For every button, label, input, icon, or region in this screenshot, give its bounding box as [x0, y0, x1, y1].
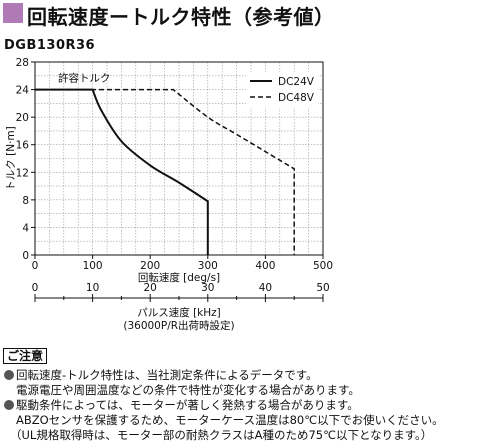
x2-tick-label: 40 [259, 282, 272, 294]
x2-tick-label: 10 [86, 282, 99, 294]
page-title: 回転速度ートルク特性（参考値） [27, 5, 335, 29]
notes-section: ご注意 回転速度-トルク特性は、当社測定条件によるデータです。 電源電圧や周囲温… [0, 346, 496, 446]
x2-tick-label: 30 [201, 282, 214, 294]
y-tick-label: 24 [16, 85, 30, 97]
x2-axis-sublabel: (36000P/R出荷時設定) [123, 319, 234, 332]
x2-tick-label: 20 [144, 282, 157, 294]
x2-tick-label: 50 [316, 282, 329, 294]
y-tick-label: 4 [22, 222, 29, 234]
note-line: 駆動条件によっては、モーターが著しく発熱する場合があります。 [4, 398, 359, 413]
x-tick-label: 0 [32, 260, 39, 272]
note-line: ABZOセンサを保護するため、モーターケース温度は80℃以下でお使いください。 [16, 413, 444, 427]
x-tick-label: 300 [198, 260, 218, 272]
y-tick-label: 8 [22, 195, 29, 207]
x-tick-label: 100 [83, 260, 103, 272]
legend-box [246, 72, 318, 108]
y-tick-label: 20 [16, 112, 29, 124]
legend-label-dc24v: DC24V [278, 76, 315, 88]
note-line: 回転速度-トルク特性は、当社測定条件によるデータです。 [4, 368, 318, 383]
legend-label-dc48v: DC48V [278, 92, 315, 104]
plot-frame [34, 61, 324, 256]
y-axis-label: トルク [N·m] [5, 126, 17, 190]
series-line-dc48v [35, 88, 295, 255]
y-tick-label: 0 [22, 250, 29, 262]
series-line-dc24v [35, 88, 209, 255]
x-tick-label: 500 [313, 260, 333, 272]
model-name: DGB130R36 [4, 38, 96, 53]
annotation-label: 許容トルク [58, 71, 111, 84]
x-axis-label: 回転速度 [deg/s] [138, 271, 220, 284]
y-tick-label: 12 [16, 167, 29, 179]
x2-axis-label: パルス速度 [kHz] [137, 306, 221, 319]
y-tick-label: 16 [16, 140, 30, 152]
bullet-icon [4, 400, 14, 410]
x2-tick-label: 0 [32, 282, 39, 294]
y-tick-label: 28 [16, 57, 29, 69]
page-header: 回転速度ートルク特性（参考値） [0, 0, 496, 32]
x-tick-label: 200 [140, 260, 160, 272]
header-accent-square [3, 3, 23, 23]
bullet-icon [4, 370, 14, 380]
note-line: 電源電圧や周囲温度などの条件で特性が変化する場合があります。 [16, 383, 360, 397]
x-tick-label: 400 [255, 260, 275, 272]
notes-heading: ご注意 [3, 348, 48, 364]
note-line: （UL規格取得時は、モーター部の耐熱クラスはA種のため75℃以下となります。） [10, 428, 433, 442]
